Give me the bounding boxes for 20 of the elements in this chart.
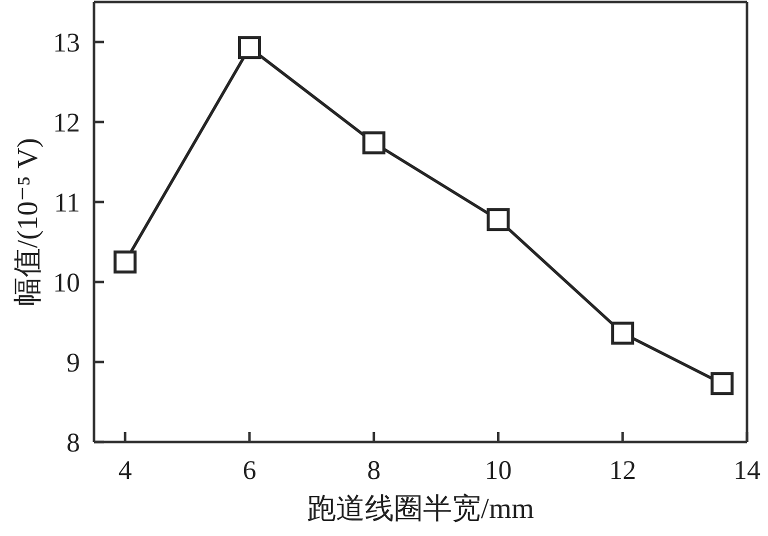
x-tick-label: 8 <box>367 455 381 486</box>
point <box>710 372 734 396</box>
x-tick-label: 4 <box>118 455 132 486</box>
point <box>486 208 510 232</box>
y-tick-label: 9 <box>66 348 80 378</box>
x-tick-label: 10 <box>484 455 512 486</box>
point <box>114 250 137 274</box>
point <box>611 322 634 345</box>
y-tick-label: 12 <box>53 108 80 138</box>
y-tick-label: 13 <box>53 28 80 58</box>
y-tick-label: 10 <box>53 268 80 298</box>
y-tick-label: 11 <box>54 188 80 218</box>
x-tick-label: 12 <box>609 455 636 486</box>
point <box>238 36 261 60</box>
x-tick-label: 6 <box>242 455 256 486</box>
x-axis-title: 跑道线圈半宽/mm <box>306 493 535 525</box>
y-tick-label: 8 <box>66 428 80 458</box>
y-axis-title: 幅值/(10⁻⁵ V) <box>12 138 44 306</box>
x-tick-label: 14 <box>734 455 761 486</box>
point <box>362 131 386 154</box>
